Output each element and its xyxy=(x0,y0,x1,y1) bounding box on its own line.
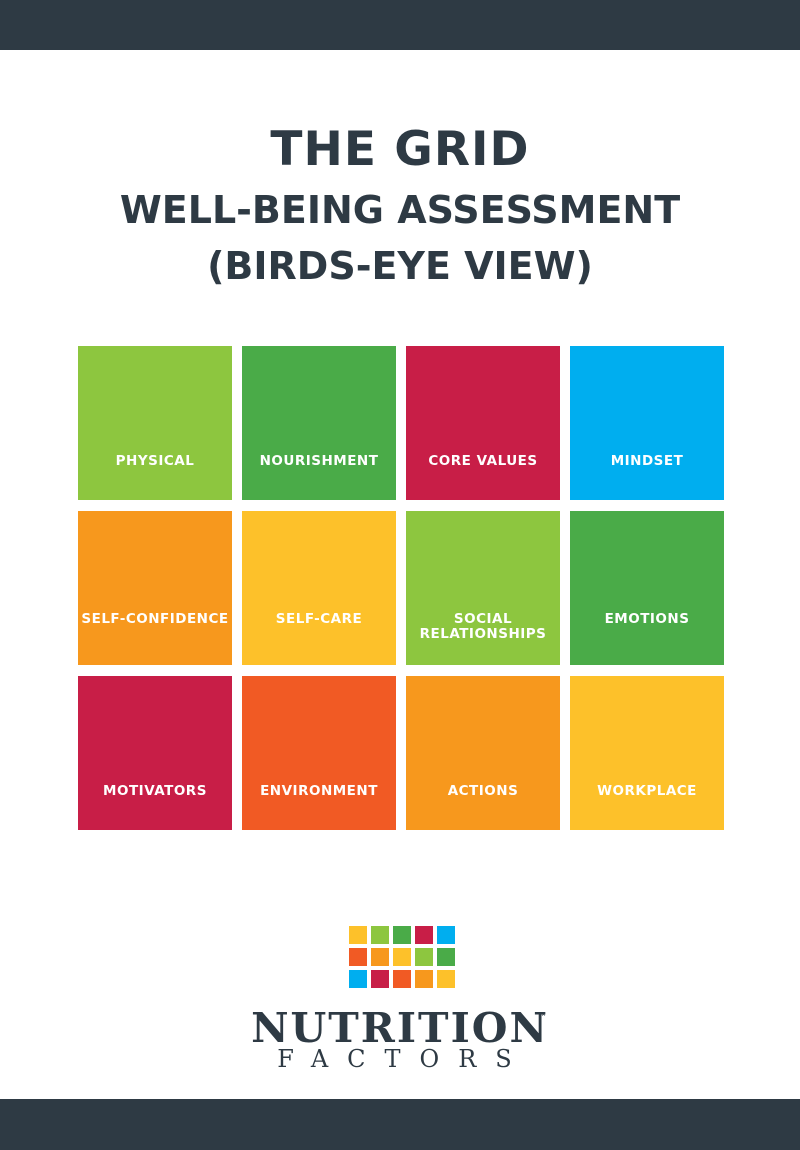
grid-tile-label: ENVIRONMENT xyxy=(260,783,378,799)
grid-tile-label: SOCIAL RELATIONSHIPS xyxy=(419,611,547,642)
logo-square xyxy=(393,926,411,944)
grid-tile-label: SELF-CARE xyxy=(275,611,363,627)
logo-square xyxy=(415,948,433,966)
grid-tile-label: WORKPLACE xyxy=(597,783,697,799)
grid-tile-label: NOURISHMENT xyxy=(259,453,379,469)
logo-square xyxy=(371,926,389,944)
trademark-symbol: ™ xyxy=(538,1013,547,1023)
top-bar xyxy=(0,0,800,50)
bottom-bar xyxy=(0,1099,800,1150)
logo-square xyxy=(393,948,411,966)
logo-square xyxy=(415,970,433,988)
assessment-grid: PHYSICAL NOURISHMENT CORE VALUES MINDSET SEL… xyxy=(78,346,724,830)
grid-tile-label: ACTIONS xyxy=(447,783,519,799)
logo-square xyxy=(349,926,367,944)
logo-square xyxy=(393,970,411,988)
grid-tile-core-values: CORE VALUES xyxy=(406,346,560,500)
logo-square xyxy=(371,970,389,988)
page-title: THE GRID xyxy=(270,122,530,177)
grid-tile-label: CORE VALUES xyxy=(428,453,538,469)
brand-name: NUTRITION xyxy=(251,1004,549,1052)
grid-tile-workplace: WORKPLACE xyxy=(570,676,724,830)
grid-tile-nourishment: NOURISHMENT xyxy=(242,346,396,500)
page-subtitle-secondary: (BIRDS-EYE VIEW) xyxy=(207,244,593,288)
logo-square xyxy=(415,926,433,944)
grid-tile-actions: ACTIONS xyxy=(406,676,560,830)
logo-square xyxy=(371,948,389,966)
logo-square xyxy=(349,948,367,966)
logo-square xyxy=(437,926,455,944)
grid-tile-emotions: EMOTIONS xyxy=(570,511,724,665)
grid-tile-label: SELF-CONFIDENCE xyxy=(81,611,229,627)
grid-tile-label: PHYSICAL xyxy=(115,453,195,469)
title-block: THE GRID WELL-BEING ASSESSMENT (BIRDS-EY… xyxy=(0,118,800,294)
logo-square xyxy=(437,948,455,966)
logo-mark-icon xyxy=(349,926,455,988)
grid-tile-physical: PHYSICAL xyxy=(78,346,232,500)
brand-name-secondary: FACTORS xyxy=(277,1045,531,1073)
grid-tile-label: MINDSET xyxy=(610,453,684,469)
grid-tile-motivators: MOTIVATORS xyxy=(78,676,232,830)
grid-tile-self-care: SELF-CARE xyxy=(242,511,396,665)
logo-square xyxy=(437,970,455,988)
grid-tile-self-confidence: SELF-CONFIDENCE xyxy=(78,511,232,665)
grid-tile-label: MOTIVATORS xyxy=(103,783,207,799)
logo-square xyxy=(349,970,367,988)
grid-tile-environment: ENVIRONMENT xyxy=(242,676,396,830)
page-subtitle: WELL-BEING ASSESSMENT xyxy=(119,188,681,232)
grid-tile-label: EMOTIONS xyxy=(604,611,690,627)
grid-tile-social-relationships: SOCIAL RELATIONSHIPS xyxy=(406,511,560,665)
grid-tile-mindset: MINDSET xyxy=(570,346,724,500)
